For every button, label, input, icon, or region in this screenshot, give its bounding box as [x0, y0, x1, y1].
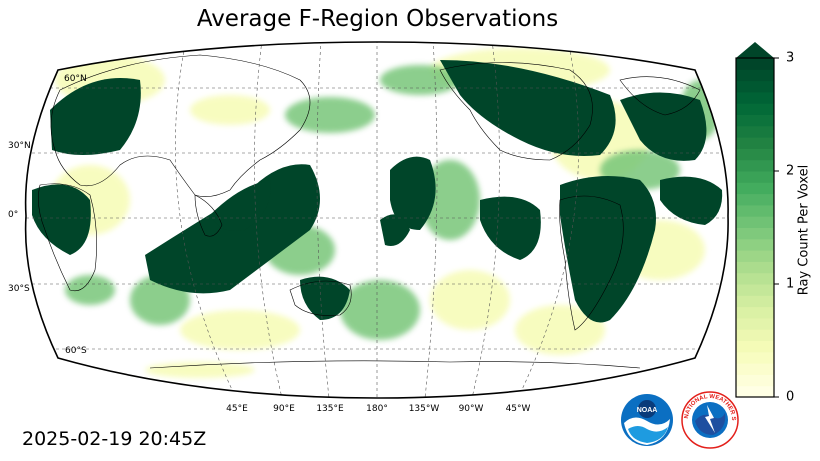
colorbar-step	[736, 250, 774, 262]
colorbar-step	[736, 80, 774, 93]
colorbar-step	[736, 238, 774, 251]
lat-label-60s: 60°S	[65, 346, 87, 356]
lat-label-30n: 30°N	[8, 141, 31, 151]
colorbar-tick-3: 3	[786, 50, 795, 66]
lat-label-30s: 30°S	[8, 284, 30, 294]
colorbar-step	[736, 103, 774, 115]
noaa-logo-text: NOAA	[637, 407, 658, 414]
colorbar-step	[736, 385, 774, 398]
lon-label-45w: 45°W	[505, 404, 531, 414]
coastlines	[38, 54, 701, 369]
colorbar-step	[736, 272, 774, 285]
colorbar-label: Ray Count Per Voxel	[796, 164, 812, 296]
colorbar-tick-1: 1	[786, 276, 795, 292]
colorbar-step	[736, 114, 774, 127]
colorbar-step	[736, 58, 774, 70]
colorbar-tick-2: 2	[786, 163, 795, 179]
globe-outline	[24, 41, 729, 399]
lon-label-90w: 90°W	[458, 404, 484, 414]
colorbar-step	[736, 374, 774, 387]
colorbar-step	[736, 363, 774, 375]
lat-label-0: 0°	[8, 210, 19, 220]
timestamp: 2025-02-19 20:45Z	[22, 428, 207, 450]
colorbar-step	[736, 340, 774, 353]
noaa-logo: NOAA	[621, 394, 673, 446]
colorbar-step	[736, 227, 774, 240]
colorbar-step	[736, 193, 774, 206]
colorbar-step	[736, 91, 774, 104]
colorbar-step	[736, 306, 774, 319]
nws-logo: NATIONAL WEATHER SERVICE	[681, 391, 739, 449]
colorbar-step	[736, 351, 774, 364]
colorbar-step	[736, 329, 774, 341]
observation-density-field	[32, 48, 723, 378]
colorbar-frame	[735, 57, 775, 398]
lon-label-135e: 135°E	[316, 404, 344, 414]
colorbar-step	[736, 204, 774, 217]
colorbar-step	[736, 137, 774, 149]
colorbar-step	[736, 69, 774, 82]
colorbar-step	[736, 182, 774, 195]
colorbar-step	[736, 317, 774, 330]
colorbar-tick-0: 0	[786, 389, 795, 405]
map-title: Average F-Region Observations	[196, 6, 559, 32]
colorbar-step	[736, 295, 774, 308]
lon-label-45e: 45°E	[226, 404, 248, 414]
colorbar-step	[736, 216, 774, 228]
colorbar-ticks	[774, 57, 779, 398]
lat-label-60n: 60°N	[64, 74, 87, 84]
colorbar-step	[736, 148, 774, 161]
colorbar-step	[736, 171, 774, 183]
lon-label-90e: 90°E	[273, 404, 295, 414]
colorbar-step	[736, 261, 774, 274]
colorbar-step	[736, 125, 774, 138]
high-density-regions	[32, 60, 723, 323]
colorbar-step	[736, 159, 774, 172]
colorbar-gradient	[736, 58, 774, 398]
colorbar-extend-arrow	[736, 42, 774, 58]
lon-label-135w: 135°W	[408, 404, 440, 414]
graticule	[25, 42, 729, 398]
lon-label-180: 180°	[366, 404, 388, 414]
colorbar-step	[736, 284, 774, 296]
